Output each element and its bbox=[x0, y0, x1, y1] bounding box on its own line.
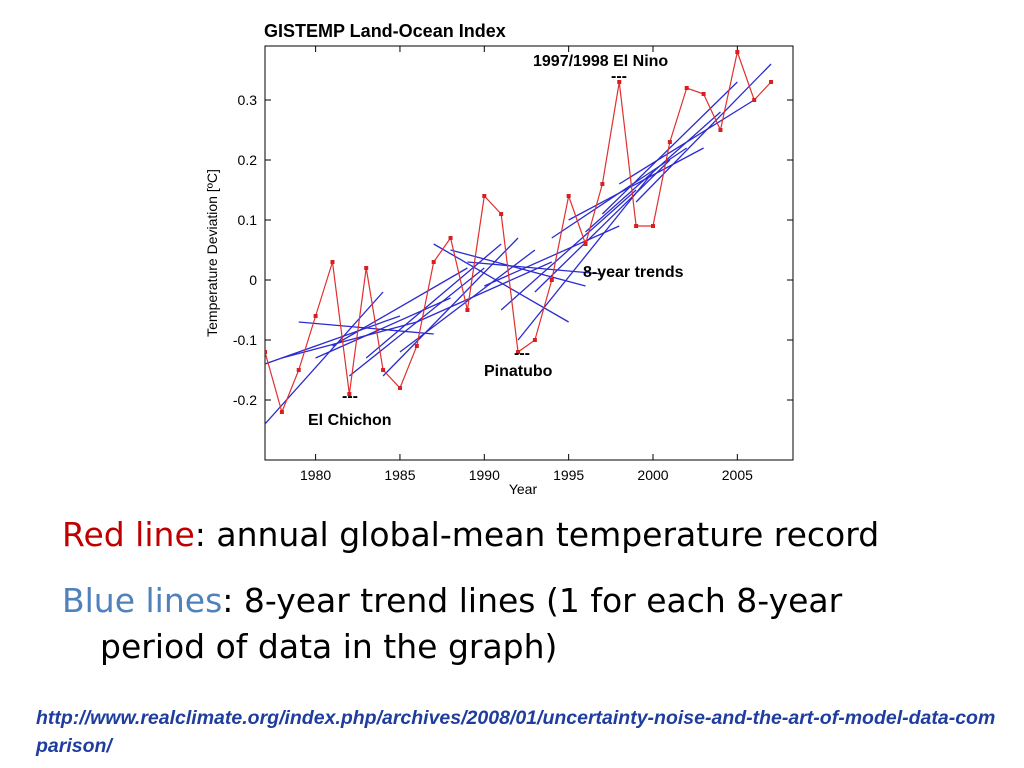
annual-point bbox=[296, 368, 301, 372]
annual-point bbox=[532, 338, 537, 342]
x-tick-label: 2000 bbox=[637, 467, 668, 483]
trend-line bbox=[601, 81, 738, 215]
trend-line bbox=[517, 171, 654, 341]
red-line-term: Red line bbox=[62, 515, 195, 554]
source-link[interactable]: http://www.realclimate.org/index.php/arc… bbox=[36, 707, 996, 757]
x-tick-label: 1985 bbox=[384, 467, 415, 483]
annual-point bbox=[397, 386, 402, 390]
annual-point bbox=[701, 92, 706, 96]
annual-point bbox=[499, 212, 504, 216]
annual-point bbox=[414, 344, 419, 348]
annotation-marker: --- bbox=[342, 388, 358, 405]
plot-frame bbox=[264, 45, 794, 461]
annual-point bbox=[364, 266, 369, 270]
annual-point bbox=[600, 182, 605, 186]
y-tick-label: 0.3 bbox=[238, 92, 258, 108]
annual-point bbox=[684, 86, 689, 90]
trend-line bbox=[315, 297, 451, 359]
temperature-chart: GISTEMP Land-Ocean Index 1980 1985 1990 199… bbox=[204, 21, 794, 497]
trend-line bbox=[281, 321, 417, 359]
x-axis-label: Year bbox=[509, 481, 538, 497]
trend-line bbox=[467, 261, 603, 275]
annotation-label: El Chichon bbox=[308, 412, 392, 429]
annotation-label: 8-year trends bbox=[583, 264, 684, 281]
annual-point bbox=[566, 194, 571, 198]
annual-point bbox=[347, 392, 352, 396]
trend-line bbox=[450, 249, 586, 287]
blue-lines-description-continued: period of data in the graph) bbox=[100, 627, 558, 666]
trend-lines bbox=[265, 63, 772, 425]
trend-line bbox=[399, 249, 536, 353]
annual-point bbox=[735, 50, 740, 54]
y-tick-label: 0.2 bbox=[238, 152, 258, 168]
y-tick-label: -0.2 bbox=[233, 392, 257, 408]
trend-line bbox=[568, 147, 704, 221]
annual-point bbox=[448, 236, 453, 240]
chart-title: GISTEMP Land-Ocean Index bbox=[264, 21, 506, 41]
y-tick-label: 0 bbox=[249, 272, 257, 288]
annual-point bbox=[313, 314, 318, 318]
annual-point bbox=[330, 260, 335, 264]
annual-point bbox=[265, 350, 267, 354]
x-tick-label: 1990 bbox=[469, 467, 500, 483]
trend-line bbox=[332, 267, 468, 347]
x-tick-label: 1995 bbox=[553, 467, 584, 483]
annotation-label: Pinatubo bbox=[484, 363, 553, 380]
trend-line bbox=[635, 63, 772, 203]
annual-point bbox=[617, 80, 622, 84]
annual-point bbox=[634, 224, 639, 228]
trend-line bbox=[534, 159, 671, 293]
blue-lines-term: Blue lines bbox=[62, 581, 223, 620]
y-axis-label: Temperature Deviation [ºC] bbox=[204, 169, 220, 337]
trend-line bbox=[484, 225, 620, 287]
trend-line bbox=[265, 291, 384, 425]
annual-point bbox=[465, 308, 470, 312]
bullet-blue-lines: Blue lines: 8-year trend lines (1 for ea… bbox=[62, 578, 842, 670]
annual-point bbox=[752, 98, 757, 102]
annual-point bbox=[650, 224, 655, 228]
trend-line bbox=[348, 267, 485, 377]
annual-series bbox=[265, 49, 774, 414]
annual-point bbox=[482, 194, 487, 198]
red-line-description: : annual global-mean temperature record bbox=[194, 515, 880, 554]
x-tick-label: 2005 bbox=[722, 467, 753, 483]
y-axis-ticks: -0.2 -0.1 0 0.1 0.2 0.3 bbox=[233, 92, 793, 408]
y-tick-label: -0.1 bbox=[233, 332, 257, 348]
x-tick-label: 1980 bbox=[300, 467, 331, 483]
annual-point bbox=[381, 368, 386, 372]
annotations: 1997/1998 El Nino---8-year trendsPinatub… bbox=[308, 53, 684, 429]
annual-point bbox=[549, 278, 554, 282]
annual-point bbox=[769, 80, 774, 84]
trend-line bbox=[298, 321, 434, 335]
annual-point bbox=[431, 260, 436, 264]
annual-point bbox=[667, 140, 672, 144]
trend-line bbox=[416, 261, 553, 323]
annotation-marker: --- bbox=[611, 68, 627, 85]
trend-line bbox=[433, 243, 569, 323]
annotation-marker: --- bbox=[514, 345, 530, 362]
annual-point bbox=[718, 128, 723, 132]
annual-point bbox=[516, 350, 521, 354]
trend-line bbox=[585, 111, 721, 233]
x-axis-ticks: 1980 1985 1990 1995 2000 2005 bbox=[300, 46, 753, 483]
trend-line bbox=[618, 99, 755, 185]
y-tick-label: 0.1 bbox=[238, 212, 258, 228]
blue-lines-description: : 8-year trend lines (1 for each 8-year bbox=[222, 581, 843, 620]
bullet-red-line: Red line: annual global-mean temperature… bbox=[62, 512, 879, 558]
annotation-label: 1997/1998 El Nino bbox=[533, 53, 668, 70]
annual-point bbox=[583, 242, 588, 246]
annual-point bbox=[279, 410, 284, 414]
trend-line bbox=[500, 189, 637, 311]
